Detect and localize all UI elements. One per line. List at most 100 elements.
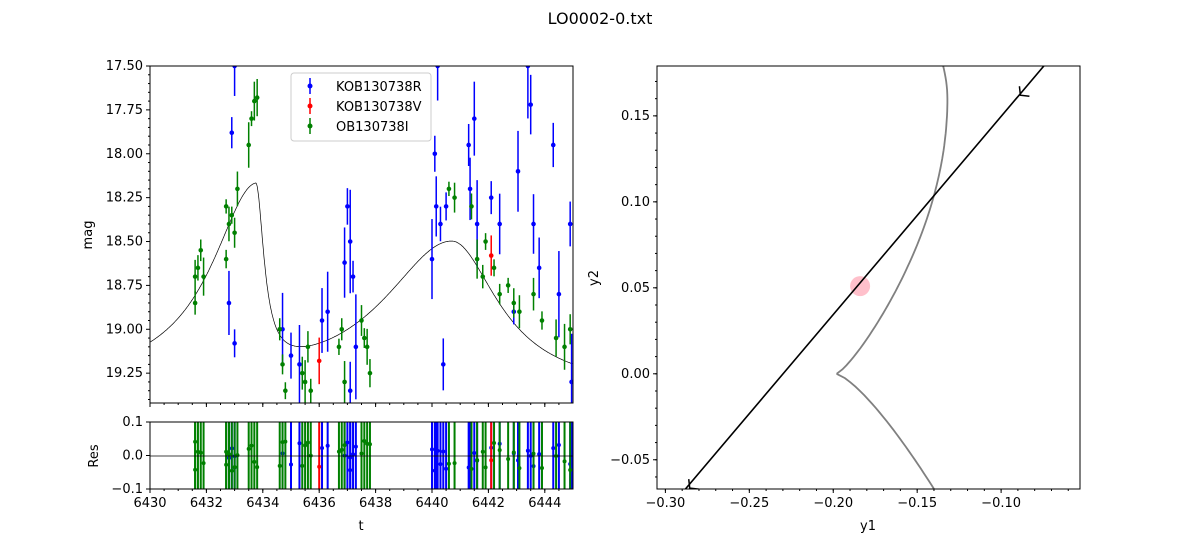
xtick-label: 6440: [415, 496, 448, 511]
data-point: [347, 388, 353, 394]
residual-point: [353, 444, 358, 449]
residual-point: [492, 441, 497, 446]
xtick-label: −0.10: [981, 496, 1021, 511]
data-point: [316, 358, 322, 364]
residuals-panel: 0.10.0−0.1 6430 6432 6434 6436 6438 6440 6442 6…: [87, 415, 574, 534]
legend: KOB130738R KOB130738V OB130738I: [290, 72, 432, 142]
residual-point: [300, 463, 305, 468]
data-point: [474, 221, 480, 227]
residual-point: [362, 439, 367, 444]
residual-point: [249, 443, 254, 448]
residual-point: [339, 447, 344, 452]
residual-point: [351, 452, 356, 457]
residual-point: [325, 443, 330, 448]
residual-point: [562, 459, 567, 464]
data-point: [515, 169, 521, 174]
data-point: [528, 102, 533, 107]
data-point: [488, 253, 494, 258]
residual-point: [232, 465, 237, 470]
residual-point: [489, 458, 494, 463]
data-point: [550, 142, 556, 148]
residual-point: [345, 440, 350, 445]
lightcurve-panel: 17.50 17.75 18.00 18.25 18.50 18.75 19.00 19.25…: [81, 59, 574, 407]
residual-point: [201, 461, 206, 466]
data-point: [483, 239, 488, 244]
data-point: [433, 204, 439, 209]
ytick-label: 0.1: [122, 415, 143, 430]
residual-point: [483, 465, 488, 470]
lightcurve-ylabel: mag: [81, 221, 96, 250]
data-point: [254, 95, 260, 100]
data-point: [488, 195, 494, 200]
caustic-xlabel: y1: [860, 519, 876, 534]
residual-point: [305, 440, 310, 445]
data-point: [359, 318, 364, 323]
data-point: [497, 221, 502, 227]
data-point: [443, 204, 449, 209]
residual-point: [531, 451, 536, 456]
legend-label: OB130738I: [336, 120, 409, 135]
residual-point: [441, 449, 446, 454]
xtick-label: −0.20: [813, 496, 853, 511]
ytick-label: 18.00: [106, 147, 143, 162]
data-point: [505, 283, 511, 288]
residual-point: [320, 446, 325, 451]
data-point: [497, 291, 502, 297]
residuals-yticks: 0.1 0.0 −0.1: [111, 415, 150, 497]
caustic-yticks: 0.15 0.10 0.05 0.00 −0.05: [610, 80, 657, 478]
data-point: [452, 195, 457, 200]
residual-point: [568, 468, 573, 473]
data-point: [249, 116, 254, 121]
caustic-upper: [836, 66, 949, 375]
ytick-label: 18.25: [106, 191, 143, 206]
xtick-label: 6438: [359, 496, 392, 511]
xtick-label: 6436: [303, 496, 336, 511]
residual-point: [317, 464, 322, 469]
model-curve: [150, 182, 573, 365]
residual-point: [539, 465, 544, 470]
xtick-label: 6432: [190, 496, 223, 511]
data-point: [525, 66, 531, 69]
data-point: [283, 388, 288, 394]
trajectory-line: [684, 66, 1045, 489]
data-point: [229, 130, 235, 135]
data-point: [308, 388, 314, 394]
data-point: [435, 66, 440, 69]
data-point: [198, 247, 204, 253]
ytick-label: 0.00: [621, 367, 650, 382]
residuals-xlabel: t: [358, 519, 363, 534]
xtick-label: 6434: [246, 496, 279, 511]
data-point: [226, 300, 232, 306]
residual-point: [246, 446, 251, 451]
ytick-label: 19.25: [106, 366, 143, 381]
residual-point: [252, 459, 257, 464]
trajectory-arrow: [1018, 86, 1030, 97]
lightcurve-model: [150, 182, 573, 365]
caustic-panel: 0.150.100.050.00−0.05 −0.30 −0.25 −0.20 −0.…: [587, 65, 1081, 534]
caustic-ylabel: y2: [587, 270, 602, 286]
ytick-label: 19.00: [106, 322, 143, 337]
data-point: [474, 256, 480, 262]
data-point: [556, 291, 562, 297]
residual-point: [303, 443, 308, 448]
legend-label: KOB130738V: [336, 100, 422, 115]
ytick-label: 18.50: [106, 235, 143, 250]
residual-point: [277, 463, 282, 468]
ytick-label: 18.75: [106, 278, 143, 293]
residual-point: [497, 448, 502, 453]
data-point: [567, 221, 573, 227]
residual-point: [472, 451, 477, 456]
data-point: [232, 230, 237, 236]
data-point: [362, 335, 367, 341]
data-point: [342, 379, 347, 385]
data-point: [539, 318, 545, 323]
data-point: [531, 221, 536, 227]
legend-box: [290, 72, 432, 142]
caustic-xticks: −0.30 −0.25 −0.20 −0.15 −0.10: [645, 489, 1069, 511]
xtick-label: −0.15: [897, 496, 937, 511]
source-disk: [850, 276, 871, 297]
data-point: [252, 98, 257, 104]
data-point: [562, 344, 567, 350]
data-point: [364, 344, 370, 350]
